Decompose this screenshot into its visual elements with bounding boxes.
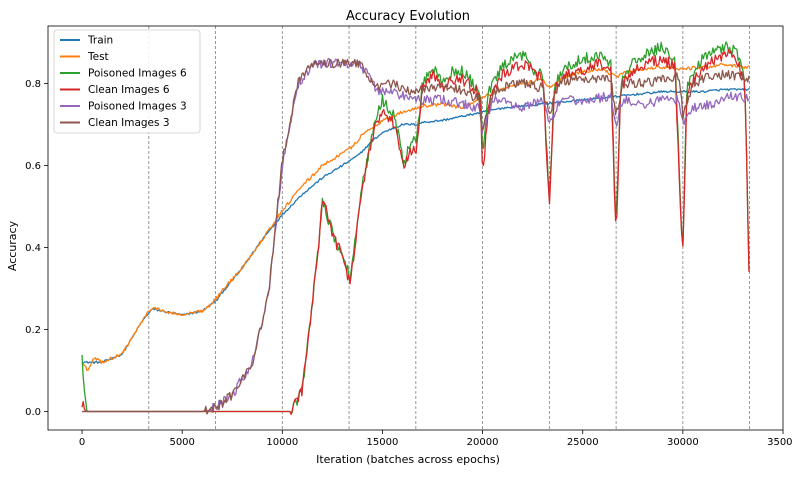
x-axis-label: Iteration (batches across epochs) <box>316 453 500 466</box>
x-tick-label: 10000 <box>266 437 298 448</box>
x-tick-label: 15000 <box>367 437 399 448</box>
x-tick-label: 30000 <box>667 437 699 448</box>
legend-label-clean-images-6: Clean Images 6 <box>88 84 170 96</box>
plot-frame <box>47 25 784 431</box>
epoch-boundary-lines <box>148 26 751 430</box>
legend-label-poisoned-images-6: Poisoned Images 6 <box>88 68 187 80</box>
y-tick-label: 0.6 <box>25 161 41 172</box>
y-axis: 0.0 0.2 0.4 0.6 0.8 <box>25 79 48 418</box>
x-tick-label: 25000 <box>567 437 599 448</box>
legend-label-test: Test <box>87 51 109 63</box>
y-tick-label: 0.2 <box>25 325 41 336</box>
x-tick-label: 5000 <box>169 437 194 448</box>
x-tick-label: 20000 <box>467 437 499 448</box>
legend-label-clean-images-3: Clean Images 3 <box>88 117 170 129</box>
y-tick-label: 0.4 <box>25 243 41 254</box>
series-line-train <box>82 87 750 364</box>
legend-items: Train Test Poisoned Images 6 Clean Images 6… <box>60 35 187 129</box>
legend-box <box>53 29 201 134</box>
y-tick-label: 0.8 <box>25 79 41 90</box>
y-tick-label: 0.0 <box>25 407 41 418</box>
series-lines <box>81 41 750 416</box>
chart-title: Accuracy Evolution <box>346 9 470 24</box>
legend-label-train: Train <box>87 35 113 47</box>
y-axis-label: Accuracy <box>6 220 19 271</box>
legend: Train Test Poisoned Images 6 Clean Images 6… <box>53 29 201 134</box>
x-tick-label: 0 <box>79 437 85 448</box>
legend-label-poisoned-images-3: Poisoned Images 3 <box>88 101 187 113</box>
series-line-clean-images-3 <box>82 58 750 415</box>
